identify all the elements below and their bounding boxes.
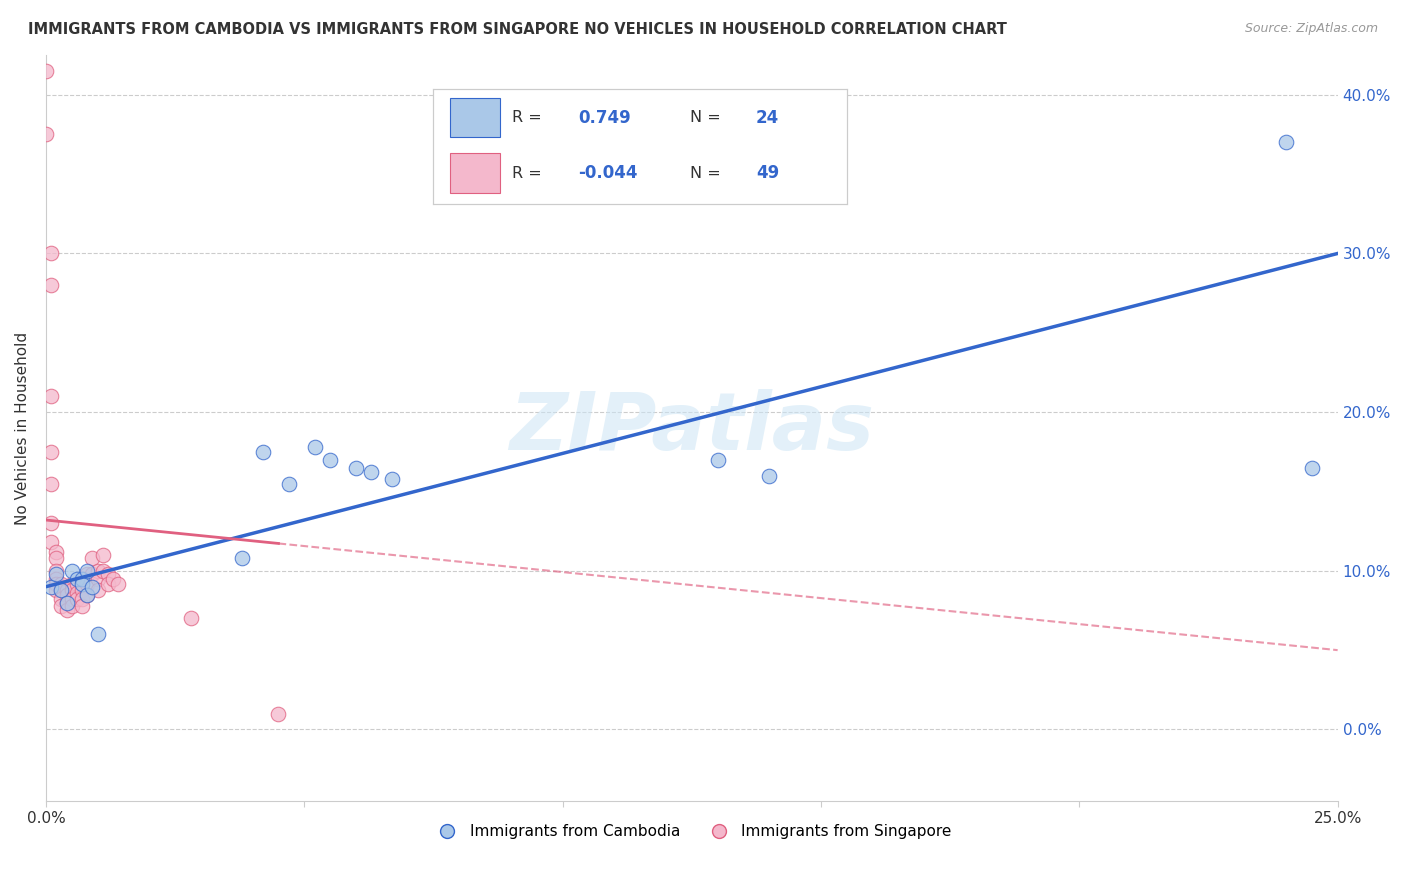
Point	[39, 516, 62, 531]
Point	[277, 476, 299, 491]
Point	[39, 278, 62, 293]
Point	[45, 564, 67, 578]
Point	[45, 551, 67, 566]
Point	[60, 592, 83, 607]
Point	[60, 599, 83, 613]
Point	[39, 389, 62, 403]
Point	[39, 445, 62, 459]
Point	[55, 588, 77, 602]
Point	[45, 545, 67, 559]
Point	[70, 582, 93, 597]
Point	[51, 592, 73, 607]
Point	[91, 564, 114, 578]
Point	[55, 595, 77, 609]
Point	[60, 576, 83, 591]
Point	[55, 603, 77, 617]
Point	[35, 128, 58, 142]
Point	[1275, 136, 1298, 150]
Point	[66, 586, 89, 600]
Point	[706, 452, 728, 467]
Point	[101, 572, 124, 586]
Point	[381, 472, 404, 486]
Point	[86, 627, 108, 641]
Text: IMMIGRANTS FROM CAMBODIA VS IMMIGRANTS FROM SINGAPORE NO VEHICLES IN HOUSEHOLD C: IMMIGRANTS FROM CAMBODIA VS IMMIGRANTS F…	[28, 22, 1007, 37]
Point	[39, 535, 62, 549]
Point	[35, 64, 58, 78]
Legend: Immigrants from Cambodia, Immigrants from Singapore: Immigrants from Cambodia, Immigrants fro…	[426, 818, 957, 846]
Point	[66, 592, 89, 607]
Point	[97, 566, 120, 581]
Point	[86, 582, 108, 597]
Point	[319, 452, 342, 467]
Point	[180, 611, 202, 625]
Point	[82, 551, 104, 566]
Point	[76, 566, 98, 581]
Point	[97, 576, 120, 591]
Point	[70, 599, 93, 613]
Point	[1301, 460, 1323, 475]
Point	[60, 564, 83, 578]
Point	[86, 572, 108, 586]
Point	[39, 246, 62, 260]
Point	[70, 592, 93, 607]
Point	[76, 576, 98, 591]
Point	[39, 580, 62, 594]
Point	[91, 548, 114, 562]
Y-axis label: No Vehicles in Household: No Vehicles in Household	[15, 332, 30, 524]
Point	[76, 588, 98, 602]
Point	[82, 580, 104, 594]
Point	[86, 564, 108, 578]
Point	[66, 572, 89, 586]
Point	[76, 588, 98, 602]
Point	[55, 595, 77, 609]
Point	[66, 576, 89, 591]
Point	[304, 440, 326, 454]
Point	[107, 576, 129, 591]
Point	[360, 466, 382, 480]
Point	[344, 460, 367, 475]
Point	[45, 576, 67, 591]
Point	[45, 582, 67, 597]
Point	[51, 599, 73, 613]
Point	[51, 582, 73, 597]
Point	[267, 706, 290, 721]
Point	[45, 572, 67, 586]
Point	[252, 445, 274, 459]
Point	[70, 572, 93, 586]
Text: ZIPatlas: ZIPatlas	[509, 389, 875, 467]
Point	[55, 582, 77, 597]
Point	[231, 551, 253, 566]
Point	[39, 476, 62, 491]
Point	[76, 564, 98, 578]
Point	[60, 582, 83, 597]
Point	[70, 576, 93, 591]
Point	[51, 576, 73, 591]
Point	[82, 566, 104, 581]
Text: Source: ZipAtlas.com: Source: ZipAtlas.com	[1244, 22, 1378, 36]
Point	[758, 468, 780, 483]
Point	[45, 566, 67, 581]
Point	[51, 582, 73, 597]
